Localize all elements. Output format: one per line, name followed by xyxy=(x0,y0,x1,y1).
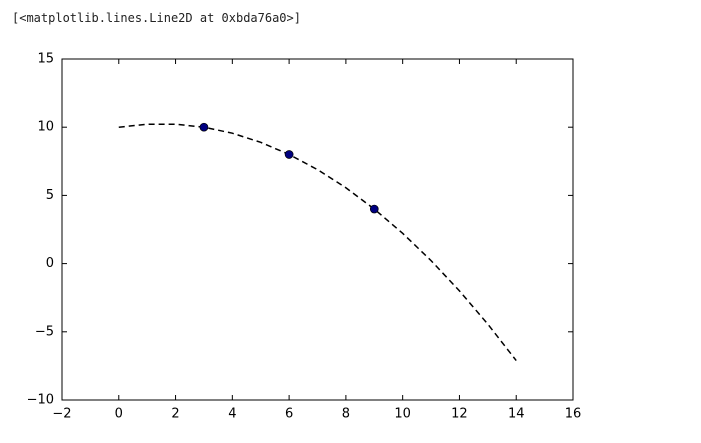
y-tick-label: 15 xyxy=(37,52,54,67)
x-tick-label: 0 xyxy=(115,407,123,422)
y-tick-label: −10 xyxy=(27,393,54,408)
dashed-line xyxy=(118,123,517,362)
y-tick-label: −5 xyxy=(35,324,54,339)
x-tick-label: 2 xyxy=(171,407,179,422)
x-tick-label: 4 xyxy=(228,407,236,422)
point xyxy=(284,150,294,159)
x-tick-label: 14 xyxy=(508,407,525,422)
x-tick-label: 12 xyxy=(451,407,468,422)
x-tick-label: 10 xyxy=(394,407,411,422)
y-tick-label: 0 xyxy=(46,256,54,271)
x-tick-label: 16 xyxy=(565,407,582,422)
x-tick-label: 6 xyxy=(285,407,293,422)
y-tick-label: 10 xyxy=(37,120,54,135)
x-tick-label: −2 xyxy=(52,407,71,422)
x-tick-label: 8 xyxy=(342,407,350,422)
point xyxy=(199,122,209,132)
point xyxy=(369,204,379,214)
output-text: [<matplotlib.lines.Line2D at 0xbda76a0>] xyxy=(12,11,301,25)
y-tick-label: 5 xyxy=(46,188,54,203)
plot-frame xyxy=(61,58,574,401)
